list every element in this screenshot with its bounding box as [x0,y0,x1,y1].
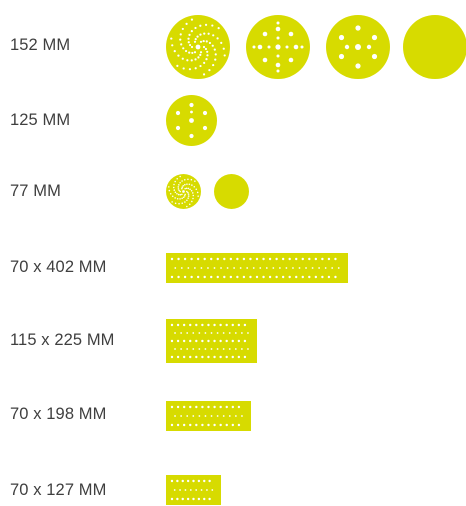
disc-152-multihole-icon [246,15,310,79]
strip-70x402-icon [166,253,348,283]
strip-70x198-icon [166,401,251,431]
disc-125-8hole-icon [166,95,217,146]
sheet-115x225-icon [166,319,257,363]
size-label-115x225: 115 x 225 MM [10,331,115,349]
disc-77-plain-icon [214,174,249,209]
disc-152-plain-icon [403,15,466,79]
size-label-77: 77 MM [10,182,61,200]
size-label-70x127: 70 x 127 MM [10,481,107,499]
size-label-152: 152 MM [10,36,71,54]
size-label-70x402: 70 x 402 MM [10,258,107,276]
size-label-70x198: 70 x 198 MM [10,405,107,423]
strip-70x127-icon [166,475,221,505]
disc-152-9hole-icon [326,15,390,79]
size-label-125: 125 MM [10,111,71,129]
disc-77-spiral-icon [166,174,201,209]
disc-152-spiral-icon [166,15,230,79]
